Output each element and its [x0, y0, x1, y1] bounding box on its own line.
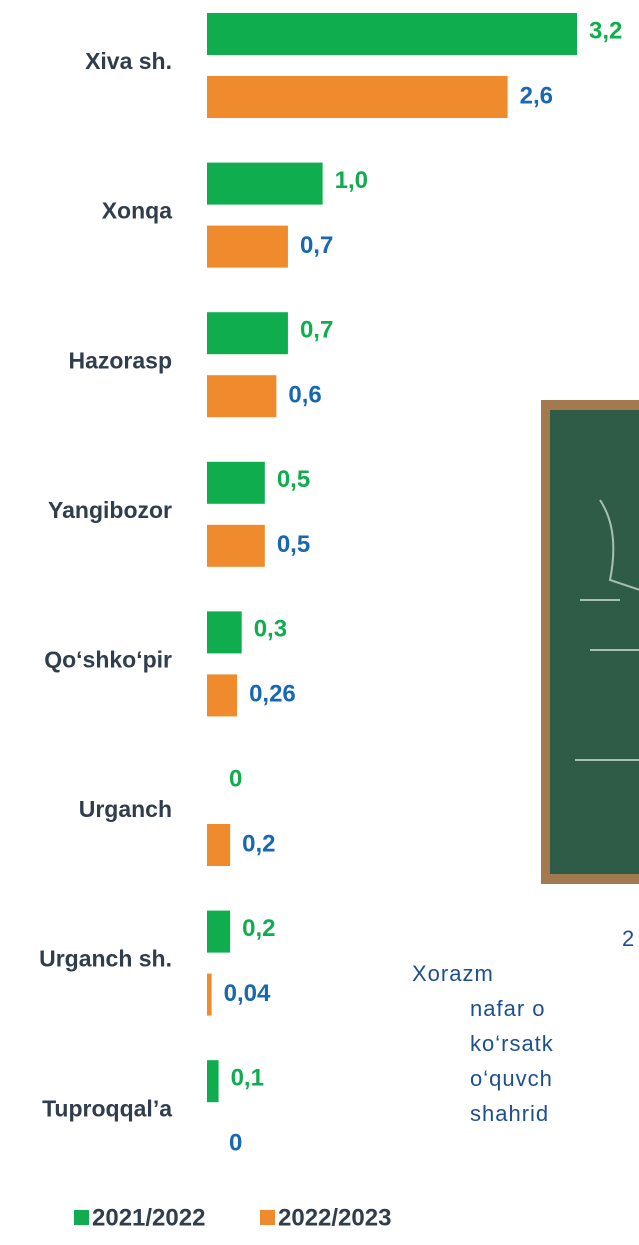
value-label: 0,26 — [249, 681, 296, 708]
bar — [207, 375, 277, 418]
bar — [207, 611, 242, 654]
legend-swatch — [74, 1210, 89, 1225]
paragraph-text: nafar o — [470, 996, 546, 1021]
category-label: Urganch sh. — [39, 946, 172, 972]
paragraph-text: Xorazm — [412, 961, 494, 986]
value-label: 0 — [229, 1130, 242, 1157]
value-label: 0 — [229, 765, 242, 792]
value-label: 0,5 — [277, 466, 310, 493]
bar — [207, 461, 265, 504]
bar — [207, 674, 238, 717]
bar — [207, 1060, 219, 1103]
category-label: Xonqa — [102, 198, 172, 224]
bar — [207, 225, 288, 268]
paragraph-text: ko‘rsatk — [470, 1031, 554, 1056]
value-label: 0,5 — [277, 531, 310, 558]
bar — [207, 162, 323, 205]
paragraph-text: 2 — [622, 926, 635, 951]
value-label: 0,1 — [231, 1065, 264, 1092]
paragraph-text: o‘quvch — [470, 1066, 553, 1091]
value-label: 0,6 — [288, 382, 321, 409]
value-label: 3,2 — [589, 17, 622, 44]
category-label: Qo‘shko‘pir — [44, 646, 172, 672]
value-label: 0,7 — [300, 317, 333, 344]
paragraph-text: shahrid — [470, 1101, 549, 1126]
category-label: Tuproqqal’a — [42, 1095, 172, 1121]
value-label: 2,6 — [520, 82, 553, 109]
value-label: 0,7 — [300, 232, 333, 259]
value-label: 1,0 — [335, 167, 368, 194]
category-label: Hazorasp — [68, 347, 172, 373]
legend-swatch — [260, 1210, 275, 1225]
bar — [207, 824, 231, 866]
bar — [207, 524, 265, 567]
category-label: Urganch — [79, 796, 172, 822]
bar — [207, 312, 288, 355]
value-label: 0,04 — [224, 980, 271, 1007]
bar — [207, 910, 231, 953]
legend-label: 2022/2023 — [278, 1204, 391, 1231]
category-label: Xiva sh. — [85, 48, 172, 74]
value-label: 0,3 — [254, 616, 287, 643]
chalkboard-image — [541, 400, 639, 884]
legend-label: 2021/2022 — [92, 1204, 205, 1231]
bar — [207, 76, 508, 118]
category-label: Yangibozor — [48, 497, 172, 523]
bar — [207, 973, 212, 1016]
value-label: 0,2 — [242, 915, 275, 942]
value-label: 0,2 — [242, 830, 275, 857]
bar — [207, 13, 577, 55]
